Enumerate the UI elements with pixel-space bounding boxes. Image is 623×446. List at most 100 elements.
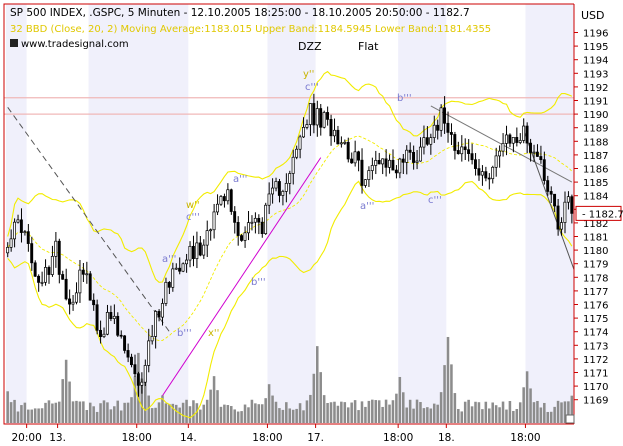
candle-body <box>515 137 519 143</box>
candle-body <box>336 129 340 145</box>
candle-body <box>291 156 295 174</box>
volume-bar <box>64 359 68 423</box>
volume-bar <box>488 408 491 423</box>
y-tick-label: 1189 <box>583 124 608 135</box>
last-price-label: - 1182.7 <box>582 209 623 220</box>
volume-bar <box>61 379 64 423</box>
candle-body <box>253 217 257 223</box>
source-icon <box>10 39 18 47</box>
candle-body <box>202 244 206 256</box>
moving-average <box>7 135 573 341</box>
volume-bar <box>312 373 316 423</box>
candle-body <box>54 240 58 257</box>
candle-body <box>308 103 312 125</box>
y-tick-label: 1177 <box>583 287 608 298</box>
volume-bar <box>205 399 209 423</box>
volume-bar <box>250 399 254 423</box>
candle-body <box>243 232 247 241</box>
volume-bar <box>419 402 422 423</box>
candle-body <box>305 124 309 128</box>
candle-body <box>566 196 570 203</box>
y-tick-label: 1190 <box>583 110 608 121</box>
candle-body <box>226 189 230 202</box>
annotation-4: b''' <box>397 93 412 104</box>
volume-bar <box>532 402 536 423</box>
x-tick-label: 18:00 <box>510 432 540 444</box>
candle-body <box>264 204 268 235</box>
candle-body <box>26 231 30 244</box>
last-price-marker <box>575 205 622 221</box>
session-shading <box>6 4 574 424</box>
y-tick-label: 1193 <box>583 69 608 80</box>
volume-bar <box>518 402 522 423</box>
candle-body <box>470 153 474 161</box>
volume-bar <box>395 393 398 423</box>
volume-bar <box>223 404 226 423</box>
candle-body <box>50 256 54 275</box>
volume-bar <box>260 404 264 423</box>
trend-line-1 <box>7 107 170 332</box>
volume-bar <box>484 401 488 423</box>
session-band-3 <box>398 4 447 424</box>
candle-body <box>215 203 219 213</box>
candle-body <box>339 142 343 145</box>
volume-bar <box>543 402 546 423</box>
annotation-11: b''' <box>251 277 266 288</box>
volume-bar <box>388 404 391 423</box>
candle-body <box>19 219 23 233</box>
volume-bar <box>274 401 278 423</box>
volume-bar <box>374 400 378 423</box>
volume-bar <box>291 409 295 423</box>
volume-bar <box>44 402 47 423</box>
candle-body <box>384 158 388 168</box>
y-tick-label: 1178 <box>583 273 608 284</box>
volume-bar <box>185 399 188 423</box>
volume-bar <box>236 411 240 423</box>
x-tick-label: 18:00 <box>383 432 413 444</box>
volume-bar <box>216 390 219 423</box>
candle-body <box>350 158 354 164</box>
volume-bar <box>549 411 553 423</box>
trend-line-2 <box>430 105 573 183</box>
volume-bar <box>243 404 247 423</box>
volume-bar <box>54 402 58 423</box>
candle-body <box>432 124 436 138</box>
volume-bar <box>305 400 309 423</box>
y-tick-label: 1191 <box>583 97 608 108</box>
volume-bar <box>140 378 144 423</box>
annotation-7: a''' <box>233 174 247 185</box>
candle-body <box>68 298 72 305</box>
lower-band <box>7 180 573 419</box>
candle-body <box>246 222 250 234</box>
candle-body <box>487 177 491 180</box>
volume-bar <box>443 365 446 423</box>
volume-bar <box>333 401 336 423</box>
volume-bar <box>412 408 415 423</box>
volume-bar <box>570 395 574 423</box>
candle-body <box>532 151 536 154</box>
candle-body <box>64 278 68 300</box>
candle-body <box>418 146 422 162</box>
candle-body <box>6 247 10 254</box>
volume-bar <box>563 401 567 423</box>
y-tick-label: 1186 <box>583 165 608 176</box>
volume-bar <box>27 409 30 423</box>
volume-bar <box>426 407 429 423</box>
volume-bar <box>113 406 116 423</box>
resize-handle[interactable] <box>565 414 575 424</box>
candle-body <box>491 166 495 180</box>
y-tick-label: 1175 <box>583 314 608 325</box>
volume-bar <box>525 371 529 423</box>
volume-bar <box>536 400 539 423</box>
x-axis: 20:00 13. 18:00 14. 18:00 17. 18:00 18. 18:00 <box>12 424 541 444</box>
candle-body <box>240 235 244 241</box>
candle-body <box>277 181 281 196</box>
volume-bar <box>144 378 147 423</box>
candle-body <box>401 158 405 163</box>
volume-bar <box>130 397 133 423</box>
x-tick-label: 14. <box>180 432 197 444</box>
candle-body <box>367 170 371 180</box>
candle-body <box>456 150 460 155</box>
volume-bar <box>494 405 498 423</box>
candle-body <box>377 160 381 165</box>
